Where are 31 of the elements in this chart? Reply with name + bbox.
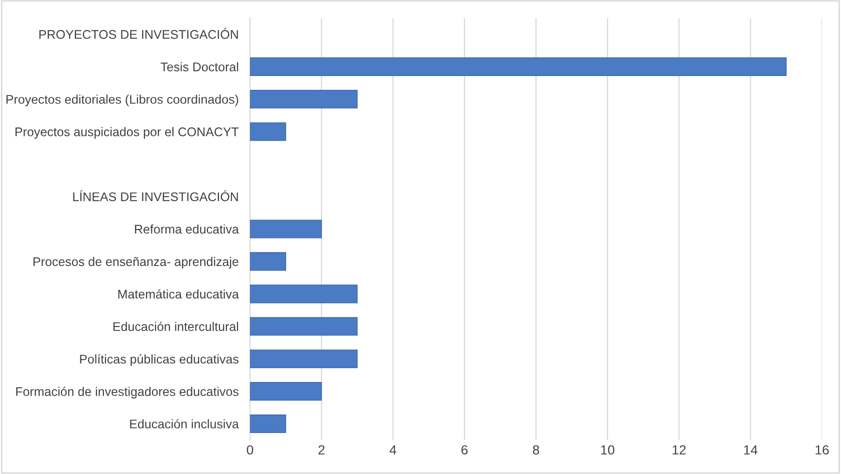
y-tick-label: Reforma educativa xyxy=(135,224,239,234)
bar xyxy=(250,382,322,401)
x-tick-label: 10 xyxy=(601,445,614,455)
bar xyxy=(250,252,286,271)
x-tick-label: 0 xyxy=(246,445,254,455)
y-tick-label: Educación intercultural xyxy=(113,322,238,332)
y-tick-label: LÍNEAS DE INVESTIGACIÓN xyxy=(73,190,238,202)
y-tick-label: Formación de investigadores educativos xyxy=(16,386,238,399)
bar xyxy=(250,317,358,336)
y-tick-label: Proyectos editoriales (Libros coordinados) xyxy=(6,94,238,106)
x-tick-label: 12 xyxy=(672,445,686,454)
bar xyxy=(250,57,787,76)
y-tick-label: Educación inclusiva xyxy=(130,419,239,428)
y-tick-label: PROYECTOS DE INVESTIGACIÓN xyxy=(39,28,238,39)
y-tick-label: Políticas públicas educativas xyxy=(80,354,238,366)
y-tick-label: Matemática educativa xyxy=(118,289,239,299)
x-tick-label: 8 xyxy=(532,445,540,455)
y-tick-label: Tesis Doctoral xyxy=(160,62,238,72)
y-tick-label: Procesos de enseñanza- aprendizaje xyxy=(34,256,238,269)
x-tick-label: 4 xyxy=(390,445,396,454)
bar xyxy=(250,220,322,238)
x-tick-label: 16 xyxy=(816,445,829,455)
bar xyxy=(250,122,286,141)
bar xyxy=(250,414,286,434)
x-tick-label: 6 xyxy=(462,445,468,455)
bar xyxy=(250,90,358,108)
y-tick-label: Proyectos auspiciados por el CONACYT xyxy=(16,127,239,139)
bar xyxy=(250,284,358,304)
x-tick-label: 2 xyxy=(318,445,325,454)
bar xyxy=(250,350,358,368)
x-tick-label: 14 xyxy=(744,445,758,454)
